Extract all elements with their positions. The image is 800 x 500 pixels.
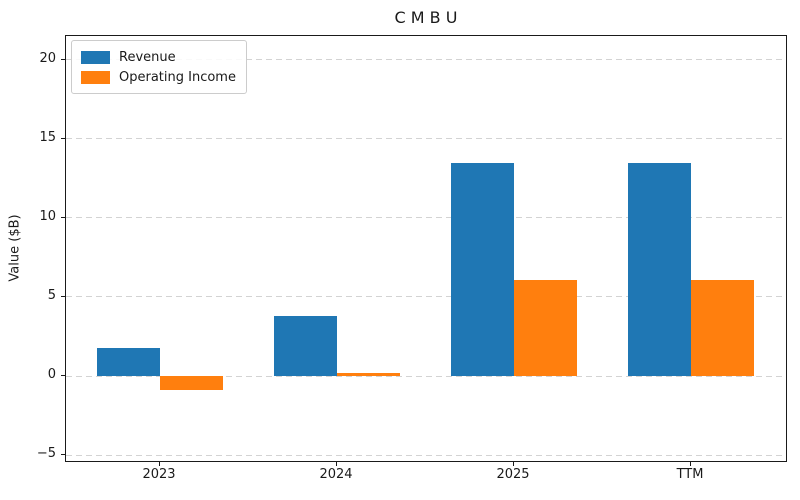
bar-revenue-ttm [628,162,691,377]
legend: Revenue Operating Income [71,40,247,94]
legend-label: Revenue [119,49,176,65]
y-tick-label: 15 [39,129,56,145]
x-tick-mark [336,462,337,466]
y-tick-label: −5 [36,446,56,462]
y-tick-label: 5 [47,287,56,303]
gridline-y--5 [66,454,786,456]
x-tick-label-2025: 2025 [496,467,530,482]
x-tick-mark [690,462,691,466]
plot-area [65,35,787,462]
y-tick-label: 20 [39,50,56,66]
legend-label: Operating Income [119,69,236,85]
gridline-y-10 [66,217,786,219]
y-tick-mark [61,375,65,377]
y-tick-mark [61,58,65,60]
bar-revenue-2025 [451,162,514,377]
x-tick-mark [513,462,514,466]
y-axis-label: Value ($B) [7,214,23,282]
bar-revenue-2024 [274,315,337,377]
y-tick-mark [61,454,65,456]
x-tick-label-TTM: TTM [676,467,704,482]
bar-revenue-2023 [97,347,160,376]
y-tick-label: 0 [47,367,56,383]
bar-operating-income-2025 [514,279,577,377]
bar-operating-income-ttm [691,279,754,377]
y-tick-label: 10 [39,208,56,224]
legend-items: Revenue Operating Income [81,47,236,87]
bar-operating-income-2024 [337,372,400,376]
bar-operating-income-2023 [160,376,223,391]
gridline-y-5 [66,296,786,298]
x-tick-mark [159,462,160,466]
legend-swatch-icon [81,50,110,64]
y-tick-mark [61,216,65,218]
y-tick-mark [61,295,65,297]
gridline-y-20 [66,59,786,61]
chart-title: C M B U [394,8,458,27]
x-tick-label-2023: 2023 [142,467,176,482]
legend-swatch-icon [81,70,110,84]
y-tick-mark [61,137,65,139]
x-tick-label-2024: 2024 [319,467,353,482]
legend-item: Revenue [81,47,236,67]
legend-item: Operating Income [81,67,236,87]
gridline-y-0 [66,375,786,377]
gridline-y-15 [66,138,786,140]
